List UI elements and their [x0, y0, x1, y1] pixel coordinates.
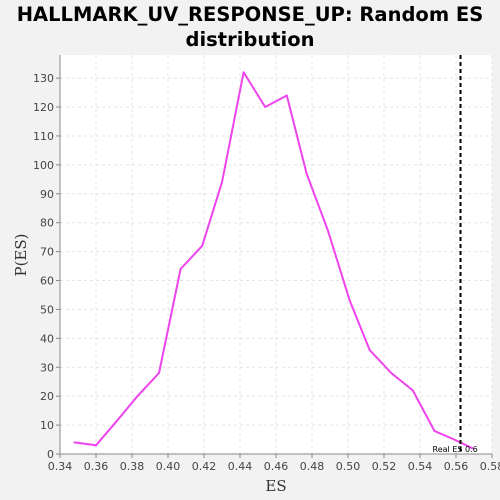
data-point — [453, 438, 456, 441]
y-tick-label: 90 — [40, 188, 54, 201]
y-tick-label: 40 — [40, 332, 54, 345]
y-axis-label: P(ES) — [12, 233, 30, 276]
x-tick-label: 0.46 — [264, 460, 289, 473]
data-point — [327, 230, 330, 233]
y-tick-label: 110 — [33, 130, 54, 143]
y-tick-label: 60 — [40, 275, 54, 288]
y-tick-label: 10 — [40, 419, 54, 432]
real-es-label: Real ES 0.6 — [433, 445, 478, 454]
chart-title-line-2: distribution — [185, 28, 315, 51]
y-tick-label: 130 — [33, 72, 54, 85]
x-tick-label: 0.40 — [156, 460, 181, 473]
chart-title-line-1: HALLMARK_UV_RESPONSE_UP: Random ES — [16, 3, 484, 26]
y-tick-label: 100 — [33, 159, 54, 172]
x-tick-label: 0.50 — [336, 460, 361, 473]
x-tick-label: 0.56 — [444, 460, 469, 473]
data-point — [179, 267, 182, 270]
x-tick-label: 0.36 — [84, 460, 109, 473]
data-point — [264, 106, 267, 109]
data-point — [158, 372, 160, 375]
data-point — [390, 372, 393, 375]
data-point — [95, 444, 97, 447]
y-tick-label: 0 — [47, 448, 54, 461]
es-distribution-line — [74, 71, 473, 450]
data-point — [285, 94, 288, 97]
y-tick-label: 120 — [33, 101, 54, 114]
x-tick-label: 0.54 — [408, 460, 433, 473]
x-ticks: 0.34 0.36 0.38 0.40 0.42 0.44 0.46 0.48 0.50 0.52… — [48, 454, 500, 473]
x-tick-label: 0.52 — [372, 460, 397, 473]
y-tick-label: 20 — [40, 390, 54, 403]
data-point — [221, 181, 223, 184]
data-point — [136, 395, 139, 398]
data-point — [242, 71, 245, 74]
data-point — [201, 244, 204, 247]
series-layer — [73, 71, 474, 450]
data-point — [411, 389, 414, 392]
data-point — [433, 429, 436, 432]
x-tick-label: 0.58 — [480, 460, 500, 473]
data-point — [114, 421, 117, 424]
data-point — [305, 172, 308, 175]
data-point — [348, 299, 351, 302]
y-tick-label: 30 — [40, 361, 54, 374]
x-tick-label: 0.42 — [192, 460, 217, 473]
y-tick-label: 70 — [40, 246, 54, 259]
x-tick-label: 0.48 — [300, 460, 325, 473]
chart-title: HALLMARK_UV_RESPONSE_UP: Random ES distr… — [0, 2, 500, 52]
x-tick-label: 0.38 — [120, 460, 145, 473]
x-tick-label: 0.44 — [228, 460, 253, 473]
y-tick-label: 80 — [40, 217, 54, 230]
data-point — [73, 441, 76, 444]
x-tick-label: 0.34 — [48, 460, 73, 473]
x-axis-label: ES — [265, 477, 286, 495]
y-tick-label: 50 — [40, 303, 54, 316]
grid — [60, 55, 493, 454]
data-point — [368, 348, 371, 351]
data-point — [471, 447, 474, 450]
y-ticks: 0 10 20 30 40 50 60 70 80 90 100 110 120 130 — [33, 72, 60, 461]
